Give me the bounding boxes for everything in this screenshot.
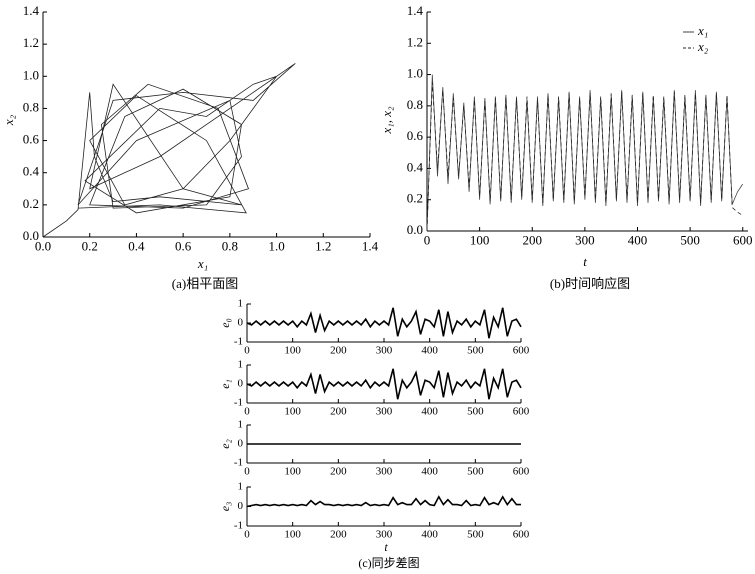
x-tick-label: 100 [284,528,301,540]
x-tick-label: 100 [470,232,490,247]
x-tick-label: 500 [467,465,484,477]
x-tick-label: 0.0 [35,238,51,253]
y-tick-label: 0.4 [407,159,424,174]
x-tick-label: 100 [284,465,301,477]
x-tick-label: 1.4 [362,238,379,253]
x-tick-label: 400 [421,465,438,477]
x-tick-label: 600 [513,344,530,356]
time-series [426,82,743,232]
y-tick-label: 1 [238,298,244,310]
y-axis-label: x₁, x₂ [379,106,394,135]
y-tick-label: 0.8 [23,99,39,114]
y-tick-label: 1.2 [407,34,423,49]
x-tick-label: 600 [513,465,530,477]
y-axis-label: e₃ [218,502,232,512]
x-tick-label: 300 [376,465,393,477]
y-tick-label: 0.6 [407,128,424,143]
legend-label: x₂ [697,39,709,54]
x-tick-label: 300 [376,528,393,540]
y-tick-label: -1 [234,457,243,469]
x-tick-label: 400 [628,232,648,247]
sync-error [246,495,521,508]
x-tick-label: 400 [421,528,438,540]
y-tick-label: 0.6 [23,132,40,147]
x-tick-label: 0.8 [222,238,238,253]
y-tick-label: 1.2 [23,35,39,50]
y-tick-label: -1 [234,336,243,348]
x-tick-label: 0 [244,528,250,540]
y-tick-label: 0.0 [407,222,423,237]
y-tick-label: 1.4 [23,3,40,18]
y-tick-label: 0.4 [23,164,40,179]
x-axis-label: t [583,254,587,269]
x-tick-label: 0 [244,465,250,477]
y-axis-label: x₂ [1,114,16,126]
y-axis-label: e₂ [218,439,232,449]
y-tick-label: 1 [238,419,244,431]
x-tick-label: 1.0 [268,238,284,253]
x-axis-label: t [384,540,388,554]
x-tick-label: 0 [244,405,250,417]
caption: (a)相平面图 [172,276,238,291]
y-axis-label: e₀ [218,318,232,328]
y-tick-label: 1.0 [407,66,423,81]
y-tick-label: -1 [234,397,243,409]
y-tick-label: 0 [238,317,244,329]
caption: (b)时间响应图 [550,276,630,291]
y-tick-label: 1 [238,359,244,371]
x-tick-label: 200 [330,528,347,540]
x-tick-label: 400 [421,344,438,356]
x-tick-label: 500 [467,344,484,356]
x-tick-label: 500 [467,405,484,417]
x-tick-label: 100 [284,344,301,356]
y-tick-label: 0.2 [407,191,423,206]
x-tick-label: 600 [513,528,530,540]
y-tick-label: -1 [234,520,243,532]
x-tick-label: 200 [330,465,347,477]
x-tick-label: 300 [376,344,393,356]
x-tick-label: 600 [733,232,753,247]
sync-error [246,368,522,400]
y-tick-label: 0 [238,378,244,390]
sync-error [246,307,522,339]
y-axis-label: e₁ [218,379,232,389]
caption: (c)同步差图 [358,556,419,570]
x-tick-label: 400 [421,405,438,417]
x-tick-label: 300 [376,405,393,417]
x-tick-label: 600 [513,405,530,417]
x-tick-label: 300 [575,232,595,247]
x-tick-label: 0.6 [175,238,192,253]
x-tick-label: 500 [680,232,700,247]
legend-label: x₁ [697,23,708,38]
y-tick-label: 0.2 [23,196,39,211]
x-axis-label: x₁ [197,256,208,271]
x-tick-label: 0 [424,232,431,247]
x-tick-label: 200 [522,232,542,247]
phase-trajectory [42,63,296,238]
y-tick-label: 0.8 [407,97,423,112]
y-tick-label: 1.4 [407,3,424,18]
y-tick-label: 0 [238,500,244,512]
x-tick-label: 0 [244,344,250,356]
x-tick-label: 200 [330,344,347,356]
x-tick-label: 0.4 [128,238,145,253]
time-series [426,74,744,232]
x-tick-label: 0.2 [82,238,98,253]
y-tick-label: 0 [238,438,244,450]
x-tick-label: 100 [284,405,301,417]
x-tick-label: 1.2 [315,238,331,253]
y-tick-label: 0.0 [23,228,39,243]
x-tick-label: 500 [467,528,484,540]
x-tick-label: 200 [330,405,347,417]
y-tick-label: 1 [238,481,244,493]
y-tick-label: 1.0 [23,67,39,82]
